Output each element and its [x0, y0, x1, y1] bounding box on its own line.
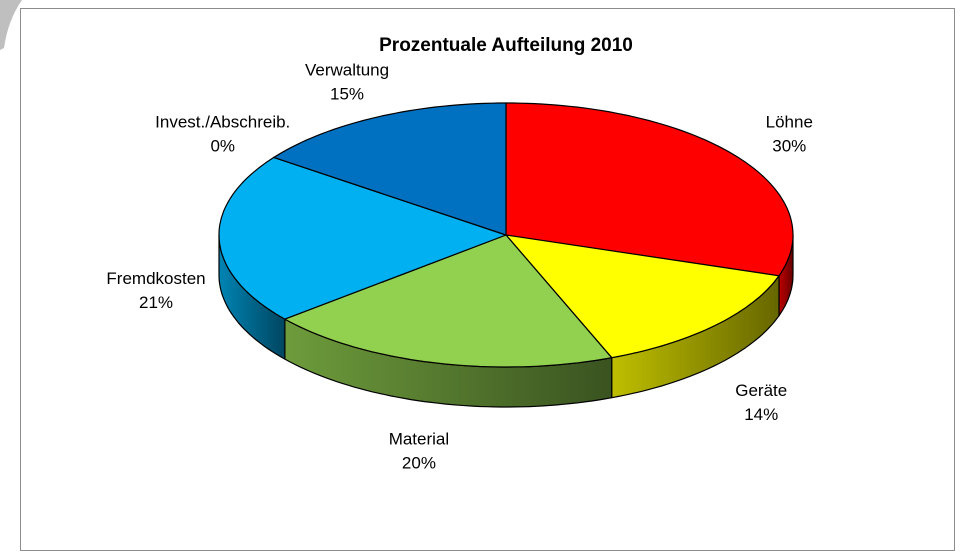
slice-label: Löhne — [766, 113, 813, 132]
corner-decoration — [0, 0, 22, 50]
pie-slice — [284, 234, 613, 368]
slice-value-label: 30% — [772, 137, 806, 156]
pie-slice — [218, 156, 507, 320]
chart-title: Prozentuale Aufteilung 2010 — [379, 35, 633, 56]
pie-slice — [273, 102, 507, 236]
pie-slice — [505, 234, 780, 359]
slice-value-label: 21% — [139, 293, 173, 312]
slice-value-label: 20% — [402, 454, 436, 473]
slice-label: Invest./Abschreib. — [155, 113, 290, 132]
slice-value-label: 15% — [330, 85, 364, 104]
pie-slice — [505, 102, 794, 277]
slice-value-label: 14% — [744, 405, 778, 424]
slice-label: Geräte — [735, 381, 787, 400]
slice-label: Material — [389, 430, 449, 449]
slice-label: Fremdkosten — [106, 269, 205, 288]
slice-label: Verwaltung — [305, 61, 389, 80]
slice-value-label: 0% — [210, 137, 235, 156]
